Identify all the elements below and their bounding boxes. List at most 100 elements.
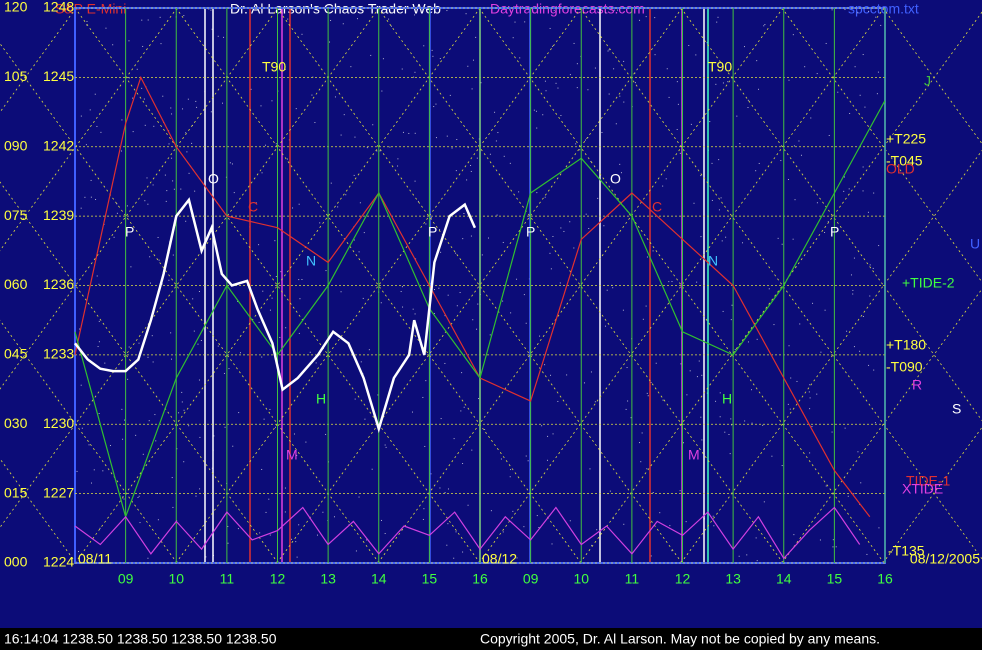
star	[165, 200, 167, 202]
star	[717, 16, 719, 18]
star	[333, 516, 335, 518]
star	[152, 361, 154, 363]
star	[809, 452, 811, 454]
star	[136, 68, 138, 70]
star	[255, 202, 257, 204]
star	[630, 417, 632, 419]
y-tick-label: 1236	[43, 276, 74, 292]
star	[360, 361, 362, 363]
star	[484, 429, 486, 431]
star	[199, 436, 201, 438]
star	[400, 291, 402, 293]
star	[852, 293, 854, 295]
star	[161, 283, 163, 285]
star	[878, 245, 880, 247]
star	[446, 135, 448, 137]
star	[143, 98, 145, 100]
star	[271, 297, 273, 299]
star	[646, 392, 648, 394]
star	[237, 528, 239, 530]
star	[171, 358, 173, 360]
star	[195, 495, 197, 497]
star	[467, 147, 469, 149]
x-tick-label: 13	[725, 571, 741, 587]
star	[453, 557, 455, 559]
star	[480, 82, 482, 84]
star	[788, 345, 790, 347]
star	[518, 191, 520, 193]
star	[90, 196, 92, 198]
star	[263, 418, 265, 420]
star	[157, 519, 159, 521]
star	[816, 73, 818, 75]
star	[401, 286, 403, 288]
star	[228, 368, 230, 370]
star	[789, 408, 791, 410]
star	[615, 123, 617, 125]
star	[285, 327, 287, 329]
star	[271, 100, 273, 102]
annotation: N	[306, 253, 316, 269]
star	[758, 162, 760, 164]
star	[743, 46, 745, 48]
star	[471, 88, 473, 90]
y2-tick-label: 045	[4, 346, 28, 362]
star	[573, 247, 575, 249]
star	[831, 9, 833, 11]
star	[669, 525, 671, 527]
star	[422, 518, 424, 520]
star	[544, 196, 546, 198]
star	[662, 185, 664, 187]
annotation: C	[652, 199, 662, 215]
star	[171, 477, 173, 479]
star	[510, 312, 512, 314]
star	[345, 194, 347, 196]
star	[354, 398, 356, 400]
star	[390, 25, 392, 27]
star	[170, 332, 172, 334]
star	[366, 147, 368, 149]
star	[812, 302, 814, 304]
star	[546, 459, 548, 461]
y-tick-label: 1239	[43, 207, 74, 223]
annotation: T90	[262, 59, 286, 75]
star	[451, 147, 453, 149]
star	[261, 12, 263, 14]
star	[414, 14, 416, 16]
star	[792, 238, 794, 240]
star	[853, 257, 855, 259]
star	[431, 217, 433, 219]
star	[459, 292, 461, 294]
star	[553, 9, 555, 11]
star	[583, 382, 585, 384]
star	[446, 10, 448, 12]
star	[713, 525, 715, 527]
star	[878, 527, 880, 529]
star	[824, 231, 826, 233]
star	[652, 250, 654, 252]
star	[722, 82, 724, 84]
star	[210, 111, 212, 113]
star	[706, 42, 708, 44]
star	[444, 315, 446, 317]
star	[862, 166, 864, 168]
star	[402, 306, 404, 308]
star	[147, 203, 149, 205]
star	[80, 115, 82, 117]
star	[542, 114, 544, 116]
star	[193, 330, 195, 332]
star	[325, 270, 327, 272]
star	[573, 42, 575, 44]
star	[606, 289, 608, 291]
annotation: +T180	[886, 337, 926, 353]
star	[159, 16, 161, 18]
star	[98, 283, 100, 285]
star	[763, 25, 765, 27]
date-label: 08/11	[78, 551, 112, 567]
star	[609, 490, 611, 492]
star	[688, 45, 690, 47]
star	[141, 19, 143, 21]
star	[736, 115, 738, 117]
star	[258, 244, 260, 246]
star	[645, 305, 647, 307]
